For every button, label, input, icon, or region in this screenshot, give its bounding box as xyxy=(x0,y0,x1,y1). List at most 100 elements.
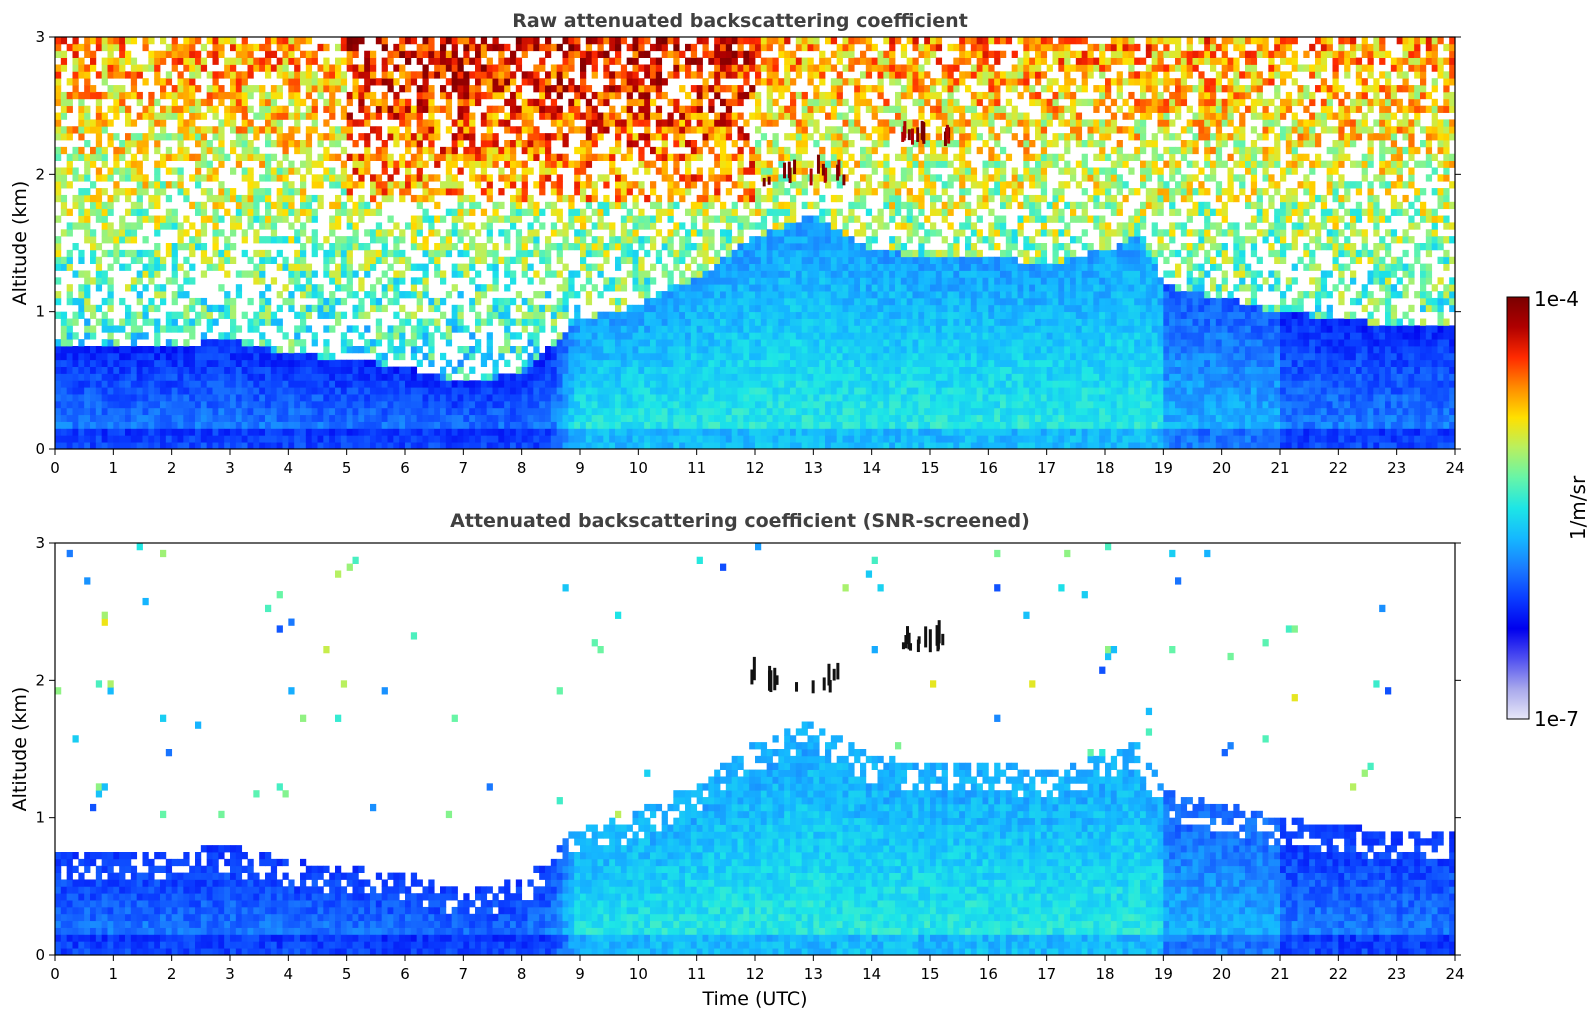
heatmap-cell xyxy=(399,421,406,429)
heatmap-cell xyxy=(480,421,488,429)
heatmap-cell xyxy=(498,442,505,450)
heatmap-cell xyxy=(375,387,383,395)
heatmap-cell xyxy=(370,359,377,367)
heatmap-cell xyxy=(603,119,610,127)
heatmap-cell xyxy=(370,64,377,72)
heatmap-cell xyxy=(142,318,149,326)
heatmap-cell xyxy=(475,50,482,58)
heatmap-cell xyxy=(720,43,727,52)
heatmap-cell xyxy=(504,243,511,251)
heatmap-cell xyxy=(358,71,365,79)
heatmap-cell xyxy=(690,304,698,313)
heatmap-cell xyxy=(195,105,202,113)
heatmap-cell xyxy=(498,435,505,443)
heatmap-cell xyxy=(72,43,79,52)
heatmap-cell xyxy=(661,291,668,299)
heatmap-cell xyxy=(685,91,692,100)
heatmap-cell xyxy=(195,236,202,244)
heatmap-cell xyxy=(370,394,377,402)
heatmap-cell xyxy=(253,311,260,319)
heatmap-cell xyxy=(527,359,534,367)
heatmap-cell xyxy=(230,105,237,113)
heatmap-cell xyxy=(171,339,178,347)
heatmap-cell xyxy=(416,50,423,58)
heatmap-cell xyxy=(603,201,610,210)
heatmap-cell xyxy=(591,339,598,347)
heatmap-cell xyxy=(311,215,318,223)
heatmap-cell xyxy=(113,133,120,141)
heatmap-cell xyxy=(387,414,394,422)
heatmap-cell xyxy=(241,346,248,354)
heatmap-cell xyxy=(84,352,91,361)
heatmap-cell xyxy=(556,435,563,443)
heatmap-cell xyxy=(562,119,569,127)
heatmap-cell xyxy=(224,352,231,361)
heatmap-cell xyxy=(235,387,243,395)
heatmap-cell xyxy=(585,57,593,65)
heatmap-cell xyxy=(323,339,330,347)
heatmap-cell xyxy=(539,407,546,416)
heatmap-cell xyxy=(259,64,266,72)
heatmap-cell xyxy=(405,366,412,374)
heatmap-cell xyxy=(632,373,639,381)
heatmap-cell xyxy=(550,380,558,388)
heatmap-cell xyxy=(300,249,307,258)
heatmap-cell xyxy=(428,359,435,367)
heatmap-cell xyxy=(276,346,283,354)
heatmap-cell xyxy=(66,256,73,264)
heatmap-cell xyxy=(95,126,103,134)
heatmap-cell xyxy=(504,229,511,237)
heatmap-cell xyxy=(434,421,441,429)
heatmap-cell xyxy=(364,387,371,395)
heatmap-cell xyxy=(585,263,593,271)
heatmap-cell xyxy=(113,394,120,402)
heatmap-cell xyxy=(615,387,622,395)
heatmap-cell xyxy=(469,243,476,251)
heatmap-cell xyxy=(148,442,155,450)
heatmap-cell xyxy=(241,105,248,113)
heatmap-cell xyxy=(405,380,412,388)
heatmap-cell xyxy=(708,428,715,436)
heatmap-cell xyxy=(294,229,301,237)
heatmap-cell xyxy=(346,387,353,395)
heatmap-cell xyxy=(358,394,365,402)
heatmap-cell xyxy=(690,400,698,409)
heatmap-cell xyxy=(212,263,219,271)
heatmap-cell xyxy=(714,387,721,395)
heatmap-cell xyxy=(655,421,663,429)
heatmap-cell xyxy=(305,78,313,86)
heatmap-cell xyxy=(107,105,114,113)
heatmap-cell xyxy=(620,201,628,210)
heatmap-cell xyxy=(644,435,651,443)
heatmap-cell xyxy=(352,311,359,319)
heatmap-cell xyxy=(265,167,272,175)
heatmap-cell xyxy=(95,208,103,216)
heatmap-cell xyxy=(609,167,616,175)
heatmap-cell xyxy=(253,201,260,210)
heatmap-cell xyxy=(364,263,371,271)
heatmap-cell xyxy=(195,352,202,361)
heatmap-cell xyxy=(393,256,400,264)
heatmap-cell xyxy=(679,297,686,306)
heatmap-cell xyxy=(340,387,348,395)
heatmap-cell xyxy=(160,57,167,65)
heatmap-cell xyxy=(311,112,318,120)
heatmap-cell xyxy=(644,325,651,333)
heatmap-cell xyxy=(171,387,178,395)
heatmap-cell xyxy=(136,277,143,285)
heatmap-cell xyxy=(95,43,103,52)
heatmap-cell xyxy=(259,291,266,299)
heatmap-cell xyxy=(486,153,493,161)
heatmap-cell xyxy=(445,105,453,113)
heatmap-cell xyxy=(591,249,598,258)
heatmap-cell xyxy=(358,366,365,374)
heatmap-cell xyxy=(626,270,633,278)
heatmap-cell xyxy=(107,359,114,367)
heatmap-cell xyxy=(620,359,628,367)
heatmap-cell xyxy=(725,133,733,141)
heatmap-cell xyxy=(708,167,715,175)
heatmap-cell xyxy=(696,105,703,113)
heatmap-cell xyxy=(620,421,628,429)
heatmap-cell xyxy=(375,153,383,161)
heatmap-cell xyxy=(457,249,464,258)
